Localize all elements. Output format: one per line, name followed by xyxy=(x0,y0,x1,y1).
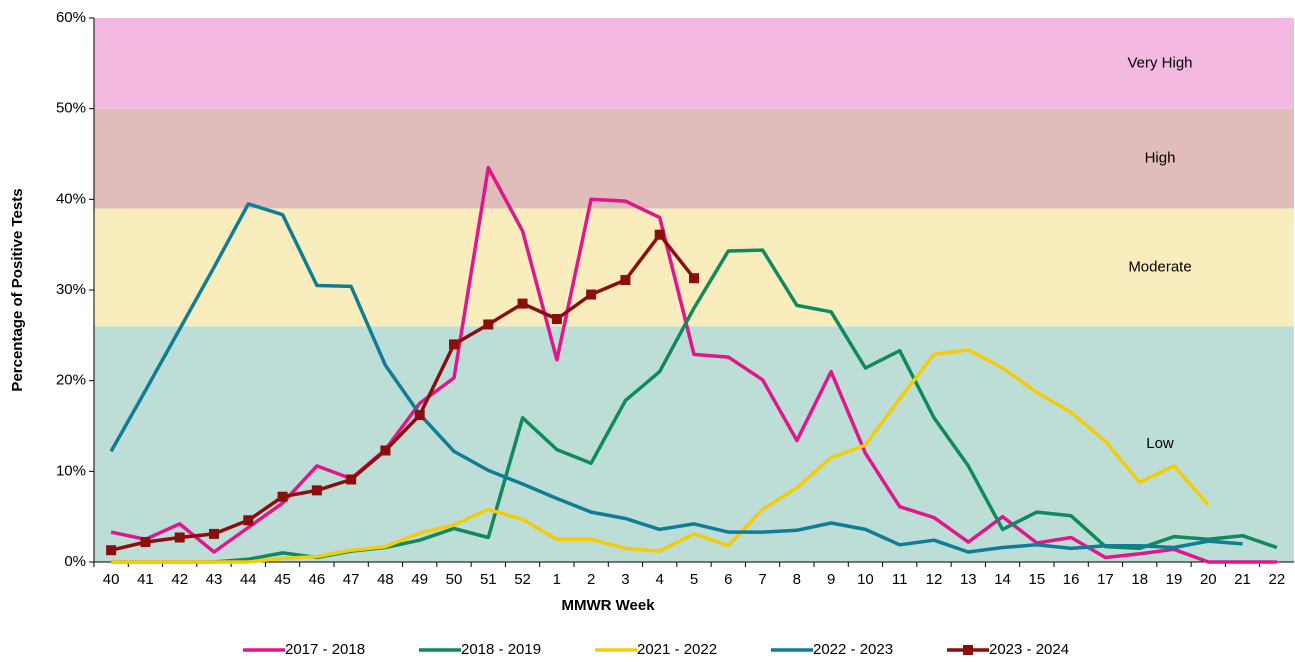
data-point xyxy=(483,319,494,330)
level-band xyxy=(94,18,1294,109)
x-tick-label: 9 xyxy=(827,571,835,588)
series-line xyxy=(111,348,1210,564)
x-tick-label: 22 xyxy=(1269,571,1286,588)
y-tick-label: 20% xyxy=(56,372,86,389)
x-tick-label: 8 xyxy=(793,571,801,588)
x-tick-label: 49 xyxy=(411,571,428,588)
series-line xyxy=(109,202,1243,554)
data-point xyxy=(689,273,699,284)
x-tick-label: 1 xyxy=(553,571,561,588)
x-tick-label: 40 xyxy=(103,571,120,588)
x-tick-label: 21 xyxy=(1234,571,1251,588)
data-point xyxy=(277,491,288,502)
data-point xyxy=(449,339,459,350)
x-tick-label: 41 xyxy=(137,571,154,588)
x-tick-label: 5 xyxy=(690,571,698,588)
data-point xyxy=(551,314,562,325)
x-tick-label: 44 xyxy=(240,571,257,588)
data-point xyxy=(380,445,391,456)
y-tick-label: 60% xyxy=(56,9,86,26)
x-tick-label: 10 xyxy=(857,571,874,588)
x-tick-label: 46 xyxy=(309,571,326,588)
data-point xyxy=(517,298,528,309)
x-tick-label: 19 xyxy=(1166,571,1183,588)
x-axis-title: MMWR Week xyxy=(561,597,655,614)
legend-label: 2021 - 2022 xyxy=(637,641,717,658)
x-tick-label: 52 xyxy=(514,571,531,588)
x-tick-label: 6 xyxy=(724,571,732,588)
y-tick-label: 10% xyxy=(56,462,86,479)
series-line xyxy=(110,232,696,552)
data-point xyxy=(654,229,665,240)
data-point xyxy=(586,289,597,300)
x-tick-label: 20 xyxy=(1200,571,1217,588)
x-tick-label: 42 xyxy=(171,571,188,588)
data-point xyxy=(106,545,117,556)
data-point xyxy=(414,410,425,421)
x-tick-label: 11 xyxy=(892,571,908,588)
band-label: Very High xyxy=(1127,54,1192,71)
y-axis-title: Percentage of Positive Tests xyxy=(9,188,26,391)
x-tick-label: 18 xyxy=(1131,571,1148,588)
level-band xyxy=(94,108,1294,209)
series-line xyxy=(110,165,1277,564)
y-tick-label: 40% xyxy=(56,190,86,207)
x-tick-label: 15 xyxy=(1029,571,1046,588)
x-tick-label: 47 xyxy=(343,571,360,588)
legend-label: 2023 - 2024 xyxy=(989,641,1069,658)
legend-label: 2018 - 2019 xyxy=(461,641,541,658)
y-tick-label: 30% xyxy=(56,281,86,298)
x-tick-label: 7 xyxy=(758,571,766,588)
band-label: High xyxy=(1145,150,1176,167)
x-tick-label: 51 xyxy=(480,571,497,588)
legend-label: 2022 - 2023 xyxy=(813,641,893,658)
x-tick-label: 50 xyxy=(446,571,463,588)
band-label: Low xyxy=(1146,435,1174,452)
band-label: Moderate xyxy=(1128,258,1191,275)
data-point xyxy=(620,275,631,286)
data-point xyxy=(346,474,357,485)
x-tick-label: 48 xyxy=(377,571,394,588)
level-band xyxy=(94,326,1294,562)
data-point xyxy=(243,515,254,526)
x-tick-label: 45 xyxy=(274,571,291,588)
data-point xyxy=(209,528,219,539)
x-tick-label: 3 xyxy=(621,571,629,588)
legend-label: 2017 - 2018 xyxy=(285,641,365,658)
data-point xyxy=(311,485,322,496)
x-tick-label: 12 xyxy=(926,571,943,588)
x-tick-label: 2 xyxy=(587,571,595,588)
x-tick-label: 17 xyxy=(1097,571,1114,588)
x-tick-label: 13 xyxy=(960,571,977,588)
x-tick-label: 14 xyxy=(994,571,1011,588)
legend-marker xyxy=(963,645,973,655)
y-tick-label: 0% xyxy=(64,553,86,570)
x-tick-label: 16 xyxy=(1063,571,1080,588)
x-tick-label: 43 xyxy=(206,571,223,588)
y-tick-label: 50% xyxy=(56,100,86,117)
data-point xyxy=(140,537,151,548)
x-tick-label: 4 xyxy=(656,571,664,588)
data-point xyxy=(174,532,185,543)
